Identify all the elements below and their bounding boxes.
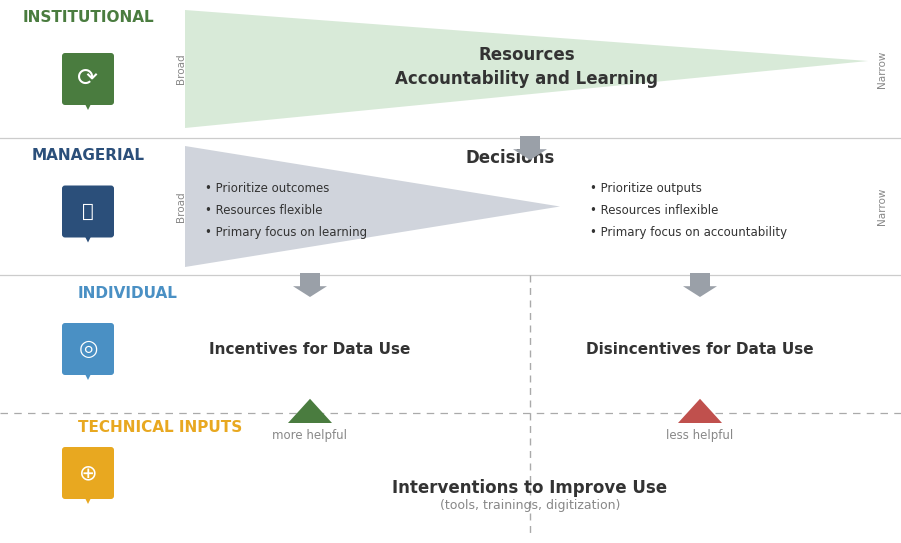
Text: ⟳: ⟳	[77, 67, 98, 91]
Polygon shape	[83, 100, 93, 110]
Text: • Primary focus on accountability: • Primary focus on accountability	[590, 226, 787, 239]
Polygon shape	[288, 399, 332, 423]
Polygon shape	[683, 273, 717, 297]
Polygon shape	[293, 273, 327, 297]
FancyBboxPatch shape	[62, 447, 114, 499]
FancyBboxPatch shape	[62, 186, 114, 237]
Text: less helpful: less helpful	[667, 428, 733, 441]
Text: • Prioritize outputs: • Prioritize outputs	[590, 182, 702, 195]
Polygon shape	[83, 494, 93, 504]
Text: MANAGERIAL: MANAGERIAL	[32, 148, 144, 163]
Text: (tools, trainings, digitization): (tools, trainings, digitization)	[440, 500, 620, 513]
Text: • Prioritize outcomes: • Prioritize outcomes	[205, 182, 330, 195]
FancyBboxPatch shape	[62, 53, 114, 105]
Text: Interventions to Improve Use: Interventions to Improve Use	[393, 479, 668, 497]
Text: Broad: Broad	[176, 54, 186, 84]
Text: • Resources inflexible: • Resources inflexible	[590, 204, 718, 217]
Polygon shape	[83, 232, 93, 243]
Polygon shape	[185, 10, 868, 128]
Polygon shape	[678, 399, 722, 423]
Text: Resources: Resources	[478, 46, 575, 64]
Text: Incentives for Data Use: Incentives for Data Use	[209, 342, 411, 357]
FancyBboxPatch shape	[62, 323, 114, 375]
Text: ◎: ◎	[78, 339, 97, 359]
Text: more helpful: more helpful	[272, 428, 348, 441]
Text: • Resources flexible: • Resources flexible	[205, 204, 323, 217]
Text: INDIVIDUAL: INDIVIDUAL	[78, 286, 177, 300]
Text: TECHNICAL INPUTS: TECHNICAL INPUTS	[78, 420, 242, 435]
Text: INSTITUTIONAL: INSTITUTIONAL	[23, 10, 154, 26]
Text: Narrow: Narrow	[877, 50, 887, 87]
Text: • Primary focus on learning: • Primary focus on learning	[205, 226, 367, 239]
Text: Disincentives for Data Use: Disincentives for Data Use	[587, 342, 814, 357]
Text: ⊕: ⊕	[78, 463, 97, 483]
Text: ⛉: ⛉	[82, 202, 94, 221]
Polygon shape	[185, 146, 560, 267]
Text: Broad: Broad	[176, 191, 186, 222]
Text: Accountability and Learning: Accountability and Learning	[395, 70, 658, 88]
Polygon shape	[513, 136, 547, 160]
Polygon shape	[83, 370, 93, 380]
Text: Narrow: Narrow	[877, 188, 887, 225]
Text: Decisions: Decisions	[466, 149, 555, 167]
